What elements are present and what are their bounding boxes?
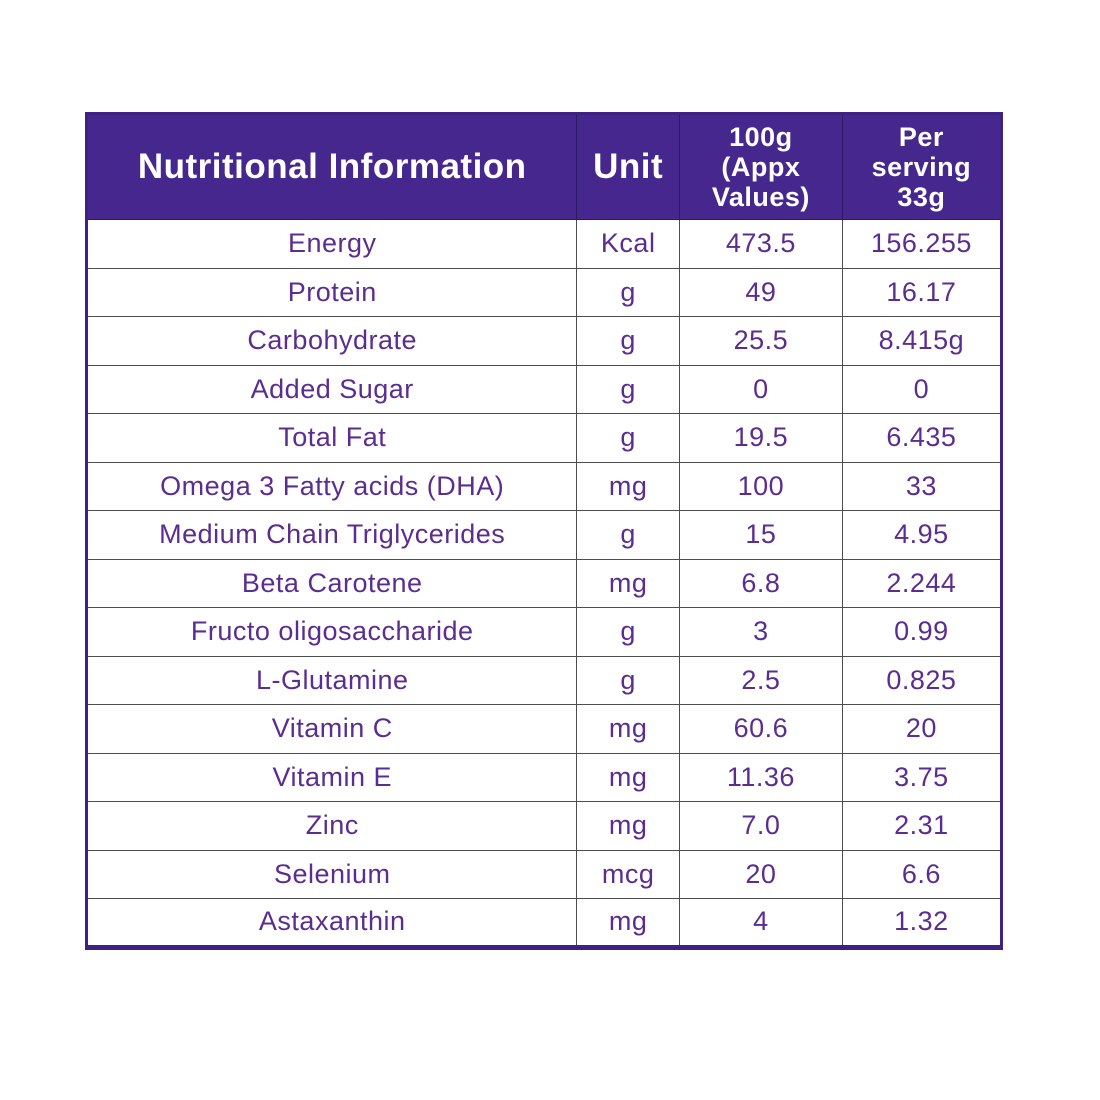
nutrient-name: Omega 3 Fatty acids (DHA) bbox=[85, 461, 578, 511]
nutrient-unit: g bbox=[576, 510, 680, 560]
nutrient-unit: mcg bbox=[576, 849, 680, 899]
nutrient-name: Energy bbox=[85, 219, 578, 269]
nutrient-name: Selenium bbox=[85, 849, 578, 899]
nutrient-unit: mg bbox=[576, 704, 680, 754]
nutrition-label: Nutritional Information Unit 100g (Appx … bbox=[85, 112, 1003, 950]
nutrient-per-100g: 100 bbox=[678, 461, 843, 511]
table-row: Vitamin C mg 60.6 20 bbox=[85, 704, 1003, 754]
table-row: Selenium mcg 20 6.6 bbox=[85, 849, 1003, 899]
table-row: Energy Kcal 473.5 156.255 bbox=[85, 219, 1003, 269]
nutrient-per-serving: 0 bbox=[841, 364, 1003, 414]
header-label-line: Unit bbox=[593, 147, 664, 187]
nutrient-name: Beta Carotene bbox=[85, 558, 578, 608]
nutrient-per-100g: 4 bbox=[678, 898, 843, 948]
column-header-per-serving: Per serving 33g bbox=[841, 113, 1003, 220]
nutrient-per-serving: 156.255 bbox=[841, 219, 1003, 269]
table-row: Fructo oligosaccharide g 3 0.99 bbox=[85, 607, 1003, 657]
table-row: Carbohydrate g 25.5 8.415g bbox=[85, 316, 1003, 366]
nutrient-per-serving: 4.95 bbox=[841, 510, 1003, 560]
nutrient-per-serving: 0.99 bbox=[841, 607, 1003, 657]
table-row: L-Glutamine g 2.5 0.825 bbox=[85, 655, 1003, 705]
table-row: Omega 3 Fatty acids (DHA) mg 100 33 bbox=[85, 461, 1003, 511]
nutrient-per-serving: 8.415g bbox=[841, 316, 1003, 366]
nutrient-unit: mg bbox=[576, 558, 680, 608]
nutrient-unit: mg bbox=[576, 461, 680, 511]
nutrient-unit: g bbox=[576, 413, 680, 463]
nutrient-per-100g: 0 bbox=[678, 364, 843, 414]
nutrient-unit: g bbox=[576, 267, 680, 317]
header-label-line: serving bbox=[871, 151, 972, 182]
header-label-line: (Appx bbox=[721, 151, 801, 182]
nutrient-per-100g: 6.8 bbox=[678, 558, 843, 608]
header-label-line: 33g bbox=[897, 182, 946, 213]
nutrition-table: Nutritional Information Unit 100g (Appx … bbox=[85, 112, 1003, 950]
nutrient-name: Astaxanthin bbox=[85, 898, 578, 948]
nutrient-unit: g bbox=[576, 655, 680, 705]
nutrient-per-serving: 6.435 bbox=[841, 413, 1003, 463]
header-label-line: Nutritional Information bbox=[137, 147, 527, 187]
nutrient-per-100g: 20 bbox=[678, 849, 843, 899]
nutrient-name: Protein bbox=[85, 267, 578, 317]
nutrient-per-100g: 15 bbox=[678, 510, 843, 560]
nutrient-per-serving: 6.6 bbox=[841, 849, 1003, 899]
nutrient-per-serving: 16.17 bbox=[841, 267, 1003, 317]
nutrient-per-100g: 25.5 bbox=[678, 316, 843, 366]
table-row: Protein g 49 16.17 bbox=[85, 267, 1003, 317]
nutrient-per-100g: 11.36 bbox=[678, 752, 843, 802]
nutrient-per-serving: 3.75 bbox=[841, 752, 1003, 802]
nutrient-unit: g bbox=[576, 364, 680, 414]
nutrient-per-100g: 473.5 bbox=[678, 219, 843, 269]
nutrient-per-100g: 3 bbox=[678, 607, 843, 657]
table-row: Medium Chain Triglycerides g 15 4.95 bbox=[85, 510, 1003, 560]
nutrient-unit: mg bbox=[576, 801, 680, 851]
table-row: Added Sugar g 0 0 bbox=[85, 364, 1003, 414]
nutrient-name: L-Glutamine bbox=[85, 655, 578, 705]
nutrient-name: Medium Chain Triglycerides bbox=[85, 510, 578, 560]
header-label-line: 100g bbox=[729, 121, 793, 152]
nutrient-name: Carbohydrate bbox=[85, 316, 578, 366]
nutrient-per-100g: 19.5 bbox=[678, 413, 843, 463]
table-row: Vitamin E mg 11.36 3.75 bbox=[85, 752, 1003, 802]
header-label-line: Per bbox=[898, 121, 944, 152]
nutrient-name: Vitamin E bbox=[85, 752, 578, 802]
table-row: Zinc mg 7.0 2.31 bbox=[85, 801, 1003, 851]
nutrient-name: Zinc bbox=[85, 801, 578, 851]
nutrient-per-serving: 2.31 bbox=[841, 801, 1003, 851]
header-label-line: Values) bbox=[711, 182, 810, 213]
nutrient-name: Total Fat bbox=[85, 413, 578, 463]
table-body: Energy Kcal 473.5 156.255 Protein g 49 1… bbox=[85, 219, 1003, 948]
nutrient-per-serving: 33 bbox=[841, 461, 1003, 511]
table-row: Beta Carotene mg 6.8 2.244 bbox=[85, 558, 1003, 608]
nutrient-per-100g: 60.6 bbox=[678, 704, 843, 754]
nutrient-per-serving: 20 bbox=[841, 704, 1003, 754]
column-header-per-100g: 100g (Appx Values) bbox=[678, 113, 843, 220]
table-header: Nutritional Information Unit 100g (Appx … bbox=[85, 113, 1003, 220]
header-row: Nutritional Information Unit 100g (Appx … bbox=[85, 113, 1003, 220]
nutrient-per-100g: 7.0 bbox=[678, 801, 843, 851]
nutrient-name: Added Sugar bbox=[85, 364, 578, 414]
column-header-unit: Unit bbox=[576, 113, 680, 220]
nutrient-per-serving: 0.825 bbox=[841, 655, 1003, 705]
nutrient-unit: Kcal bbox=[576, 219, 680, 269]
nutrient-unit: mg bbox=[576, 898, 680, 948]
nutrient-per-100g: 49 bbox=[678, 267, 843, 317]
nutrient-unit: g bbox=[576, 607, 680, 657]
nutrient-per-serving: 2.244 bbox=[841, 558, 1003, 608]
table-row: Astaxanthin mg 4 1.32 bbox=[85, 898, 1003, 948]
nutrient-per-100g: 2.5 bbox=[678, 655, 843, 705]
nutrient-unit: g bbox=[576, 316, 680, 366]
column-header-nutritional-information: Nutritional Information bbox=[85, 113, 578, 220]
nutrient-name: Vitamin C bbox=[85, 704, 578, 754]
table-row: Total Fat g 19.5 6.435 bbox=[85, 413, 1003, 463]
nutrient-name: Fructo oligosaccharide bbox=[85, 607, 578, 657]
nutrient-unit: mg bbox=[576, 752, 680, 802]
nutrient-per-serving: 1.32 bbox=[841, 898, 1003, 948]
